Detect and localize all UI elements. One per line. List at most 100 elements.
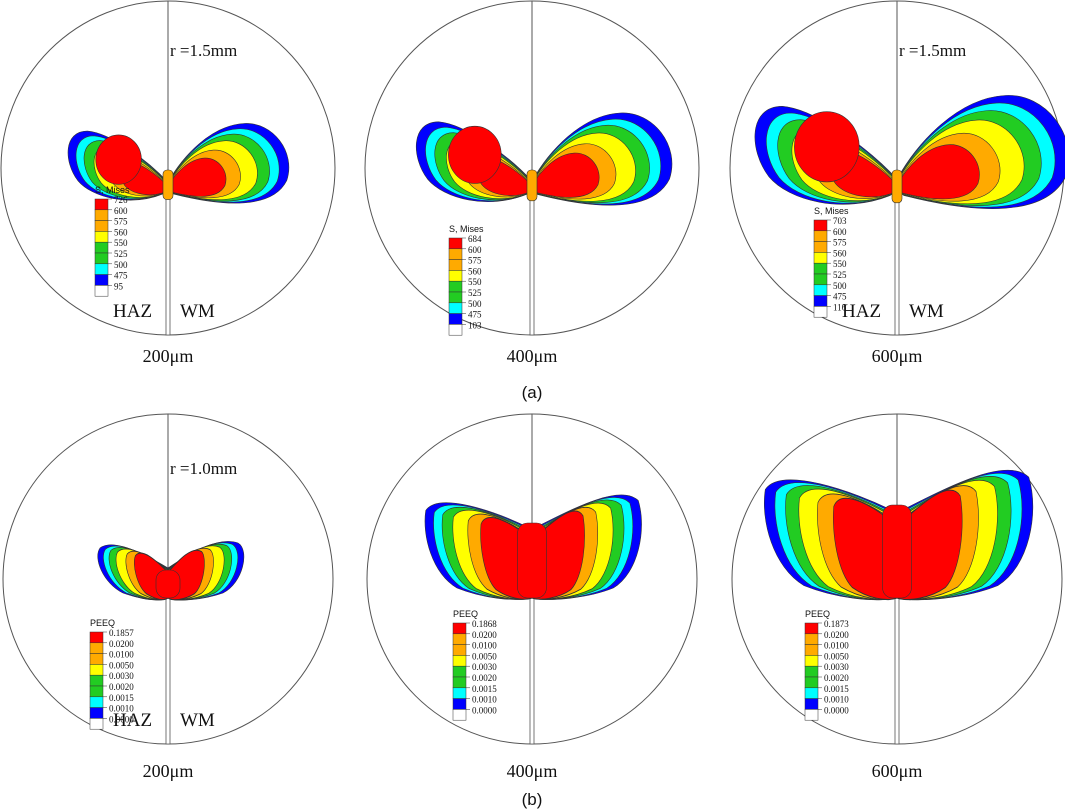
legend-swatch bbox=[452, 676, 467, 689]
legend-swatch bbox=[813, 241, 828, 253]
caption-a: (a) bbox=[522, 383, 543, 402]
legend-value: 0.0100 bbox=[472, 641, 497, 651]
legend-value: 0.0050 bbox=[472, 651, 497, 661]
legend-value: 0.0015 bbox=[472, 684, 497, 694]
radius-label: r =1.5mm bbox=[170, 41, 237, 60]
legend-value: 500 bbox=[114, 260, 128, 270]
plastic-zone-contour bbox=[754, 94, 1065, 210]
legend-value: 600 bbox=[833, 227, 847, 237]
legend-value: 575 bbox=[833, 238, 847, 248]
plastic-zone-contour bbox=[763, 469, 1034, 601]
legend-title: PEEQ bbox=[453, 609, 478, 619]
plastic-zone-contour bbox=[97, 540, 245, 601]
legend-swatch bbox=[813, 252, 828, 264]
plastic-zone-contour bbox=[415, 112, 673, 206]
caption-b: (b) bbox=[522, 790, 543, 809]
legend-value: 0.0000 bbox=[109, 714, 134, 724]
legend-swatch bbox=[448, 270, 463, 282]
legend-swatch bbox=[94, 263, 109, 275]
legend-swatch bbox=[94, 252, 109, 265]
legend-value: 0.0020 bbox=[472, 673, 497, 683]
haz-label: HAZ bbox=[842, 301, 881, 322]
legend-swatch bbox=[89, 664, 104, 676]
wm-label: WM bbox=[180, 301, 215, 322]
legend-swatch bbox=[94, 209, 109, 221]
legend-swatch bbox=[448, 324, 463, 336]
legend-swatch bbox=[448, 302, 463, 314]
legend-swatch bbox=[813, 295, 828, 307]
legend-swatch bbox=[804, 655, 819, 667]
legend-swatch bbox=[813, 219, 828, 232]
legend-swatch bbox=[448, 291, 463, 304]
legend-swatch bbox=[89, 653, 104, 665]
legend-swatch bbox=[94, 285, 109, 297]
max-strain-zone bbox=[517, 522, 547, 599]
legend-value: 0.0015 bbox=[824, 684, 849, 694]
legend-value: 475 bbox=[468, 310, 482, 320]
haz-label: HAZ bbox=[113, 710, 152, 731]
legend-swatch bbox=[452, 622, 467, 635]
crack-size-label: 600μm bbox=[872, 346, 923, 366]
legend-swatch bbox=[804, 622, 819, 635]
max-stress-zone bbox=[448, 125, 502, 184]
legend-value: 550 bbox=[468, 277, 482, 287]
legend-swatch bbox=[89, 674, 104, 687]
legend-swatch bbox=[452, 633, 467, 645]
legend-swatch bbox=[452, 709, 467, 721]
legend-swatch bbox=[448, 248, 463, 260]
legend-title: S, Mises bbox=[814, 206, 849, 216]
radius-label: r =1.0mm bbox=[170, 459, 237, 478]
legend-value: 525 bbox=[468, 288, 482, 298]
legend-value: 0.0010 bbox=[109, 704, 134, 714]
legend-value: 0.0050 bbox=[109, 660, 134, 670]
crack-size-label: 400μm bbox=[507, 761, 558, 781]
legend-value: 0.0030 bbox=[109, 671, 134, 681]
wm-label: WM bbox=[909, 301, 944, 322]
legend-swatch bbox=[89, 642, 104, 654]
legend-value: 550 bbox=[833, 259, 847, 269]
legend-value: 0.0030 bbox=[824, 662, 849, 672]
legend-swatch bbox=[813, 306, 828, 318]
crack-size-label: 200μm bbox=[143, 761, 194, 781]
crack bbox=[165, 597, 171, 745]
legend-title: S, Mises bbox=[95, 185, 130, 195]
legend-swatch bbox=[94, 274, 109, 286]
panel-b-1: PEEQ0.18570.02000.01000.00500.00300.0020… bbox=[2, 413, 334, 781]
legend-swatch bbox=[448, 237, 463, 250]
crack-tip-zone bbox=[891, 169, 903, 204]
crack-size-label: 200μm bbox=[143, 346, 194, 366]
legend-value: 0.0100 bbox=[109, 650, 134, 660]
legend-title: S, Mises bbox=[449, 224, 484, 234]
legend-swatch bbox=[804, 687, 819, 699]
crack bbox=[894, 189, 900, 336]
legend-swatch bbox=[448, 259, 463, 271]
legend-swatch bbox=[813, 273, 828, 286]
legend-value: 0.0010 bbox=[472, 695, 497, 705]
crack-size-label: 400μm bbox=[507, 346, 558, 366]
legend-value: 0.1868 bbox=[472, 619, 497, 629]
legend-value: 0.0100 bbox=[824, 641, 849, 651]
crack bbox=[894, 597, 900, 745]
legend-value: 116 bbox=[833, 302, 847, 312]
plastic-zone-contour bbox=[67, 122, 290, 204]
legend-value: 0.0000 bbox=[824, 705, 849, 715]
legend-swatch bbox=[813, 284, 828, 296]
legend-value: 703 bbox=[833, 216, 847, 226]
panel-b-2: PEEQ0.18680.02000.01000.00500.00300.0020… bbox=[366, 413, 698, 781]
legend-swatch bbox=[804, 698, 819, 710]
legend-title: PEEQ bbox=[805, 609, 830, 619]
legend-value: 0.0050 bbox=[824, 651, 849, 661]
crack-tip-zone bbox=[162, 169, 174, 200]
legend-swatch bbox=[448, 313, 463, 325]
legend-value: 0.0030 bbox=[472, 662, 497, 672]
legend-value: 575 bbox=[114, 217, 128, 227]
legend-value: 550 bbox=[114, 238, 128, 248]
max-stress-zone bbox=[794, 111, 860, 183]
